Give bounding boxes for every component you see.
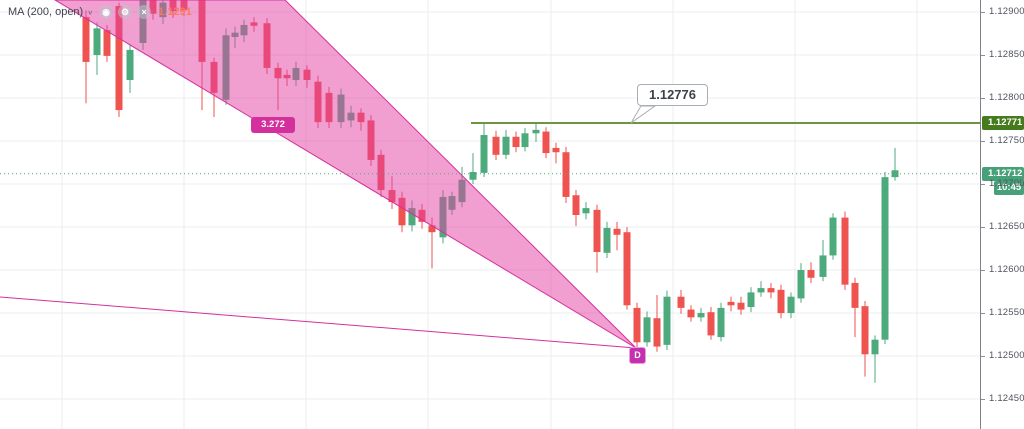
alert-price-badge: 1.12771 [982,116,1024,130]
candle-body [512,136,520,148]
price-axis-label: 1.12800 [989,92,1024,103]
indicator-legend: MA (200, open) ∨ ◉ ⚙ × 1.1291 [8,4,192,20]
candle-body [787,296,795,314]
close-icon[interactable]: × [137,5,152,19]
price-axis-label: 1.12600 [989,264,1024,275]
axis-tick [981,399,985,400]
candle-body [871,339,879,355]
candle-body [891,170,899,178]
chevron-down-icon[interactable]: ∨ [87,8,94,16]
candle-body [841,217,849,285]
trend-line-drawing[interactable] [0,296,637,349]
price-axis-label: 1.12450 [989,393,1024,404]
callout-tail [630,105,657,124]
last-price-badge: 1.12712 [982,167,1024,181]
candle-body [663,296,671,345]
candle-body [633,307,641,343]
candle-body [469,172,477,180]
candle-body [807,270,815,278]
candle-body [552,147,560,153]
candle-body [542,131,550,154]
candle-body [572,195,580,215]
candle-body [82,17,90,62]
candle-body [492,136,500,155]
price-axis-label: 1.12650 [989,221,1024,232]
candle-body [398,197,406,226]
eye-icon[interactable]: ◉ [99,5,114,19]
candle-body [851,282,859,308]
candle-body [613,228,621,235]
price-axis-label: 1.12550 [989,307,1024,318]
candle-body [819,255,827,277]
candle-body [687,309,695,318]
candle-body [777,289,785,314]
candle-body [697,313,705,318]
price-axis-label: 1.12750 [989,135,1024,146]
candle-body [717,307,725,338]
indicator-title[interactable]: MA (200, open) [8,6,84,18]
candle-body [103,30,111,56]
candle-body [480,135,488,173]
candle-body [829,217,837,256]
bar-countdown-badge: 10:45 [994,181,1024,195]
indicator-value: 1.1291 [158,6,192,18]
candle-body [767,288,775,293]
candle-body [593,209,601,252]
candle-body [502,136,510,155]
candle-body [408,208,416,226]
candle-body [861,306,869,355]
candle-body [623,232,631,306]
price-axis-label: 1.12850 [989,49,1024,60]
candle-body [126,49,134,80]
candle-body [115,6,123,111]
axis-tick [981,313,985,314]
point-d-badge[interactable]: D [629,347,646,364]
price-axis-label: 1.12700 [989,178,1024,189]
candle-body [428,225,436,233]
gear-icon[interactable]: ⚙ [118,5,133,19]
candle-body [747,292,755,308]
candle-body [881,177,889,340]
price-axis-label: 1.12500 [989,350,1024,361]
axis-tick [981,141,985,142]
axis-tick [981,55,985,56]
candle-body [582,208,590,214]
candle-body [562,152,570,197]
axis-tick [981,98,985,99]
candlestick-chart[interactable] [0,0,980,429]
candle-body [532,129,540,134]
axis-tick [981,184,985,185]
candle-body [93,28,101,56]
candle-body [653,318,661,347]
candle-body [707,312,715,336]
axis-tick [981,270,985,271]
candle-body [603,227,611,253]
candle-body [737,302,745,310]
ratio-badge[interactable]: 3.272 [251,117,295,133]
candle-body [727,301,735,306]
candle-body [757,288,765,293]
price-callout[interactable]: 1.12776 [637,84,708,106]
price-axis-label: 1.12900 [989,6,1024,17]
axis-tick [981,227,985,228]
candle-body [643,317,651,343]
axis-tick [981,12,985,13]
axis-tick [981,356,985,357]
candle-body [677,296,685,308]
candle-body [521,133,529,148]
candle-body [797,270,805,299]
price-axis[interactable]: 1.12771 1.12712 10:45 1.12900 1.12850 1.12… [980,0,1024,429]
